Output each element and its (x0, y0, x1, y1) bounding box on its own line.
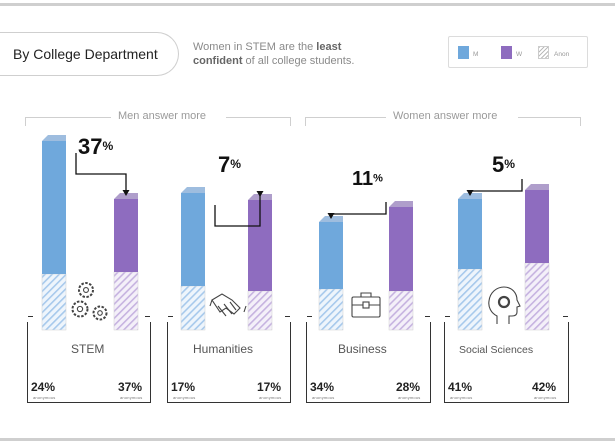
stat-sub: anonymous (120, 395, 143, 400)
bar-social-men-anon (457, 268, 483, 331)
legend-swatch-anon (538, 46, 549, 59)
dept-box-stem (27, 316, 151, 403)
legend-label-women: W (516, 51, 523, 58)
diff-label-business: 11% (352, 168, 383, 191)
subtitle-bold-least: least (316, 41, 342, 53)
stat-business-women: 28% (396, 380, 421, 394)
diff-arrowhead-humanities (256, 191, 264, 197)
diff-value-stem: 37 (78, 134, 103, 159)
bar-stem-men-top-face (42, 135, 66, 141)
stat-social-women: 42% (532, 380, 557, 394)
diff-label-social: 5% (492, 152, 515, 178)
diff-unit-humanities: % (230, 157, 242, 172)
dept-box-tick-left (28, 316, 33, 322)
bar-business-women-top-face (389, 201, 413, 207)
dept-box-tick-left (445, 316, 450, 322)
section-bracket-men-right (226, 117, 291, 126)
section-label-men: Men answer more (118, 110, 207, 122)
bar-social-women-top-face (525, 184, 549, 190)
bar-humanities-men-anon (180, 285, 206, 331)
dept-box-social (444, 316, 569, 403)
diff-arrow-humanities (214, 194, 261, 227)
gears-icon (71, 282, 108, 321)
legend-swatch-women (501, 46, 512, 59)
legend-label-anon: Anon (554, 51, 570, 58)
bar-stem-women (114, 199, 138, 272)
diff-value-business: 11 (352, 168, 374, 190)
bar-humanities-men (181, 193, 205, 286)
stat-stem-men: 24% (31, 380, 56, 394)
stat-business-men: 34% (310, 380, 335, 394)
diff-label-stem: 37% (78, 134, 113, 160)
bar-business-women-anon (388, 290, 414, 331)
stat-sub: anonymous (312, 395, 335, 400)
diff-unit-business: % (373, 172, 383, 185)
bottom-rule (0, 438, 615, 441)
dept-label-business: Business (338, 342, 387, 356)
subtitle-pre: Women in STEM are the (193, 41, 317, 53)
bar-business-women (389, 207, 413, 291)
subtitle: Women in STEM are the least confident of… (193, 40, 423, 68)
top-rule (0, 3, 615, 6)
dept-box-tick-right (285, 316, 290, 322)
legend: M W Anon (448, 36, 588, 68)
subtitle-post: of all college students. (242, 55, 355, 67)
diff-unit-social: % (504, 157, 516, 172)
dept-box-tick-right (425, 316, 430, 322)
bar-business-men (319, 222, 343, 289)
section-bracket-men-left (25, 117, 111, 126)
section-bracket-women-left (305, 117, 386, 126)
briefcase-icon (351, 292, 381, 318)
bar-humanities-men-top-face (181, 187, 205, 193)
stat-sub: anonymous (173, 395, 196, 400)
bar-stem-men (42, 141, 66, 274)
diff-arrowhead-social (466, 190, 474, 196)
section-bracket-women-right (518, 117, 581, 126)
stat-humanities-men: 17% (171, 380, 196, 394)
diff-value-humanities: 7 (218, 152, 231, 177)
dept-label-humanities: Humanities (193, 342, 254, 356)
dept-box-humanities (167, 316, 291, 403)
stat-sub: anonymous (259, 395, 282, 400)
bar-stem-men-anon (41, 273, 67, 331)
handshake-icon (209, 293, 247, 317)
stat-sub: anonymous (33, 395, 56, 400)
stat-sub: anonymous (534, 395, 557, 400)
diff-label-humanities: 7% (218, 152, 241, 178)
head-brain-icon (488, 286, 521, 324)
bar-social-women (525, 190, 549, 263)
diff-unit-stem: % (102, 139, 114, 154)
department-tab[interactable]: By College Department (0, 32, 179, 76)
stat-sub: anonymous (398, 395, 421, 400)
diff-arrow-social (469, 179, 523, 193)
dept-box-tick-right (563, 316, 568, 322)
dept-box-tick-right (145, 316, 150, 322)
bar-social-men (458, 199, 482, 269)
tab-label: By College Department (13, 46, 158, 62)
diff-arrowhead-business (327, 213, 335, 219)
dept-box-tick-left (307, 316, 312, 322)
dept-box-business (306, 316, 431, 403)
stat-sub: anonymous (450, 395, 473, 400)
stat-humanities-women: 17% (257, 380, 282, 394)
legend-label-men: M (473, 51, 479, 58)
dept-label-social: Social Sciences (459, 344, 534, 356)
dept-label-stem: STEM (71, 342, 105, 356)
diff-arrow-stem (75, 153, 127, 193)
bar-humanities-women-anon (247, 290, 273, 331)
bar-social-women-anon (524, 262, 550, 331)
subtitle-bold-confident: confident (193, 55, 243, 67)
stat-social-men: 41% (448, 380, 473, 394)
diff-arrowhead-stem (122, 190, 130, 196)
stat-stem-women: 37% (118, 380, 143, 394)
legend-swatch-men (458, 46, 469, 59)
section-label-women: Women answer more (393, 110, 498, 122)
dept-box-tick-left (168, 316, 173, 322)
diff-value-social: 5 (492, 152, 505, 177)
diff-arrow-business (330, 202, 387, 216)
